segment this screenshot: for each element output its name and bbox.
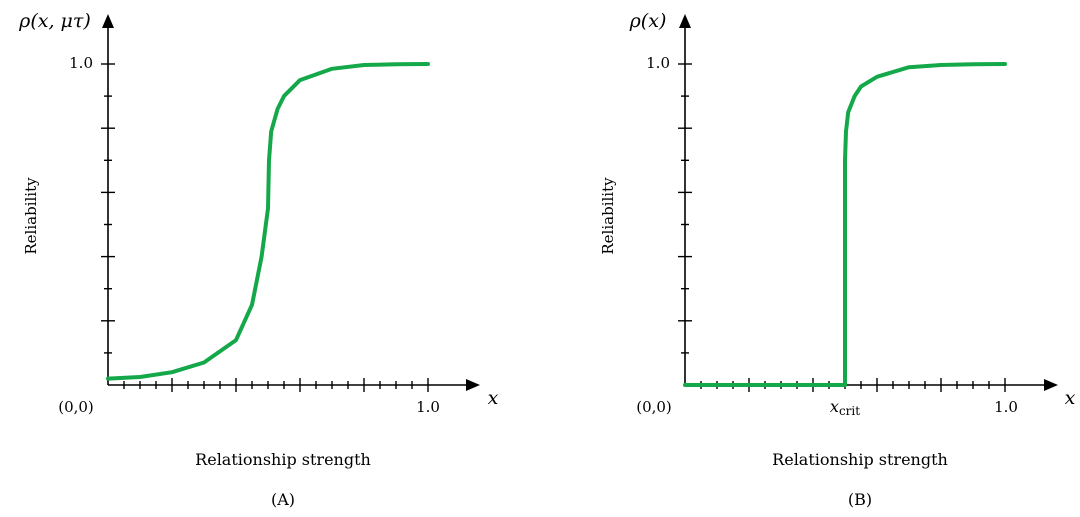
reliability-curve-a xyxy=(106,62,430,381)
x-tick-label-b: 1.0 xyxy=(994,398,1018,416)
y-tick-label-a: 1.0 xyxy=(69,54,93,72)
y-axis-arrow-a xyxy=(102,14,114,28)
ticks-a xyxy=(101,63,429,392)
panel-b: ρ(x) 1.0 Reliability (0,0) 1.0 x xcrit R… xyxy=(599,10,1076,509)
reliability-curve-b xyxy=(683,62,1007,387)
y-tick-label-b: 1.0 xyxy=(646,54,670,72)
x-crit-subscript: crit xyxy=(839,404,860,418)
x-crit-label: xcrit xyxy=(830,397,860,418)
y-axis-symbol-b: ρ(x) xyxy=(629,10,667,32)
panel-label-b: (B) xyxy=(848,490,872,509)
ylabel-a: Reliability xyxy=(22,177,40,255)
xlabel-b: Relationship strength xyxy=(772,450,948,469)
x-crit-symbol: x xyxy=(830,397,839,416)
origin-label-b: (0,0) xyxy=(636,398,672,416)
panel-a: ρ(x, μτ) 1.0 Reliability (0,0) 1.0 x Rel… xyxy=(18,10,498,509)
x-tick-label-a: 1.0 xyxy=(416,398,440,416)
y-axis-arrow-b xyxy=(679,14,691,28)
xlabel-a: Relationship strength xyxy=(195,450,371,469)
ylabel-b: Reliability xyxy=(599,177,617,255)
x-axis-symbol-b: x xyxy=(1065,387,1076,409)
panel-label-a: (A) xyxy=(271,490,295,509)
x-axis-arrow-b xyxy=(1044,379,1058,391)
x-axis-symbol-a: x xyxy=(488,387,499,409)
origin-label-a: (0,0) xyxy=(58,398,94,416)
y-axis-symbol-a: ρ(x, μτ) xyxy=(18,10,91,32)
ticks-b xyxy=(678,63,1006,392)
x-axis-arrow-a xyxy=(466,379,480,391)
